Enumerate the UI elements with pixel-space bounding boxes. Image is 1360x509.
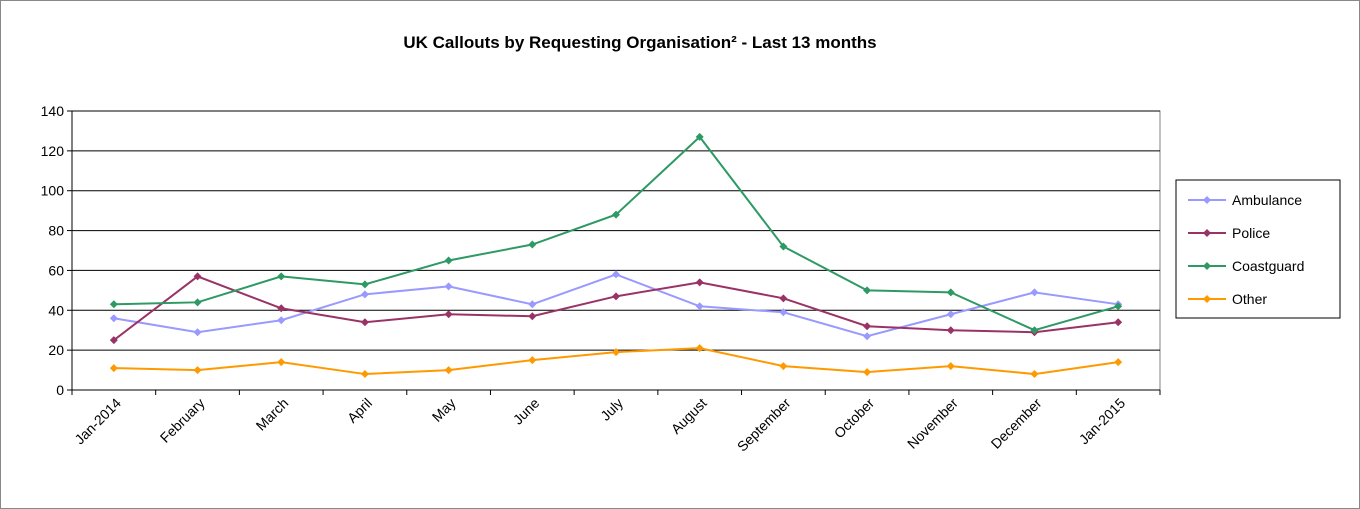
point bbox=[528, 312, 537, 321]
chart-title: UK Callouts by Requesting Organisation² … bbox=[403, 33, 876, 52]
point bbox=[528, 300, 537, 309]
point bbox=[946, 362, 955, 371]
y-tick-label: 100 bbox=[41, 183, 65, 199]
point bbox=[1030, 370, 1039, 379]
y-tick-label: 40 bbox=[48, 302, 64, 318]
y-tick-label: 60 bbox=[48, 262, 64, 278]
point bbox=[1030, 288, 1039, 297]
point bbox=[193, 328, 202, 337]
y-tick-label: 20 bbox=[48, 342, 64, 358]
point bbox=[444, 256, 453, 265]
point bbox=[863, 322, 872, 331]
point bbox=[695, 302, 704, 311]
point bbox=[779, 308, 788, 317]
legend-label: Other bbox=[1232, 291, 1267, 307]
point bbox=[612, 270, 620, 279]
point bbox=[360, 280, 369, 289]
point bbox=[193, 298, 202, 307]
point bbox=[277, 304, 286, 313]
point bbox=[863, 332, 872, 341]
point bbox=[1114, 358, 1123, 367]
legend-marker bbox=[1203, 229, 1211, 237]
point bbox=[109, 314, 118, 323]
point bbox=[277, 316, 286, 325]
legend bbox=[1175, 179, 1341, 319]
y-tick-label: 140 bbox=[41, 103, 65, 119]
point bbox=[360, 370, 369, 379]
point bbox=[695, 278, 704, 287]
point bbox=[528, 240, 537, 249]
point bbox=[946, 310, 955, 319]
point bbox=[444, 282, 453, 291]
point bbox=[109, 364, 118, 373]
point bbox=[109, 300, 118, 309]
point bbox=[360, 290, 369, 299]
y-tick-label: 120 bbox=[41, 143, 65, 159]
legend-marker bbox=[1203, 295, 1211, 303]
point bbox=[946, 288, 955, 297]
point bbox=[612, 348, 620, 357]
point bbox=[863, 368, 872, 377]
point bbox=[612, 210, 620, 219]
legend-label: Coastguard bbox=[1232, 258, 1304, 274]
point bbox=[193, 272, 202, 281]
point bbox=[946, 326, 955, 335]
point bbox=[612, 292, 620, 301]
point bbox=[528, 356, 537, 365]
point bbox=[779, 242, 788, 251]
point bbox=[863, 286, 872, 295]
point bbox=[360, 318, 369, 327]
point bbox=[444, 310, 453, 319]
point bbox=[1114, 318, 1123, 327]
point bbox=[779, 362, 788, 371]
point bbox=[1114, 302, 1123, 311]
point bbox=[779, 294, 788, 303]
point bbox=[277, 358, 286, 367]
point bbox=[444, 366, 453, 375]
point bbox=[277, 272, 286, 281]
y-tick-label: 80 bbox=[48, 223, 64, 239]
legend-marker bbox=[1203, 196, 1211, 204]
point bbox=[1030, 326, 1039, 335]
legend-label: Ambulance bbox=[1232, 192, 1302, 208]
point bbox=[109, 336, 118, 345]
legend-label: Police bbox=[1232, 225, 1270, 241]
point bbox=[193, 366, 202, 375]
point bbox=[695, 132, 704, 141]
y-tick-label: 0 bbox=[56, 382, 64, 398]
point bbox=[695, 344, 704, 353]
legend-marker bbox=[1203, 262, 1211, 270]
